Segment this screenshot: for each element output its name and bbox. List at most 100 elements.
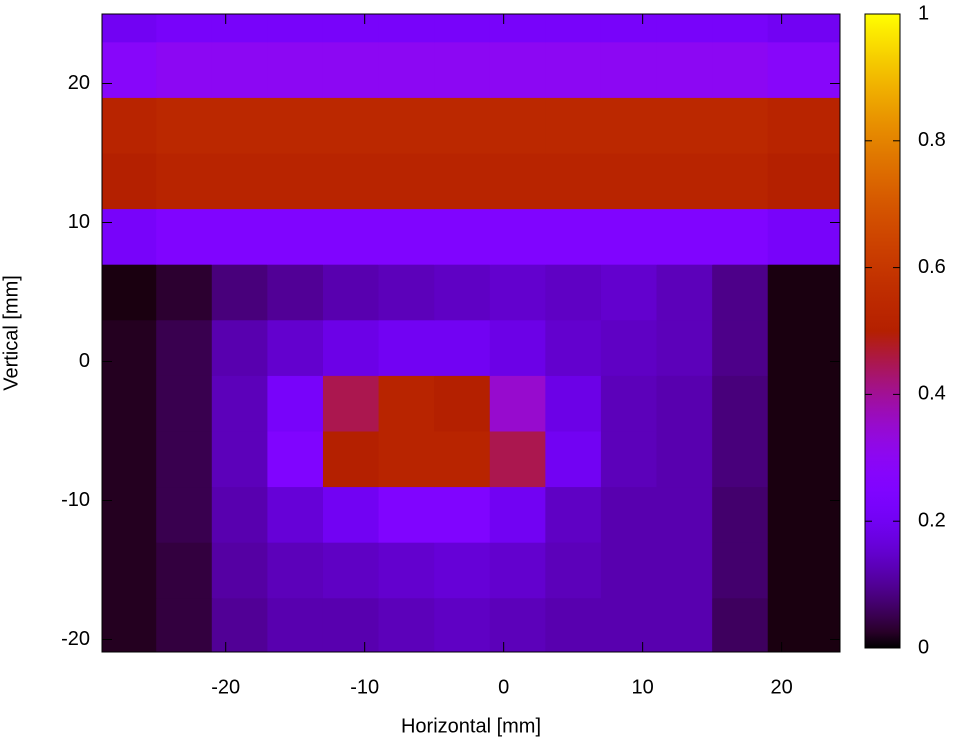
heat-cell [267,542,324,599]
heat-cell [656,375,713,432]
heat-cell [767,208,841,265]
heat-cell [102,375,157,432]
heat-cell [211,597,268,653]
heat-cell [656,208,713,265]
heat-cell [267,97,324,154]
heat-cell [267,486,324,543]
colorbar-tick-label: 1 [918,2,929,24]
heat-cell [656,264,713,321]
heat-cell [712,486,769,543]
heat-cell [712,97,769,154]
heat-cell [102,97,157,154]
heat-cell [489,542,546,599]
heat-cell [545,597,602,653]
heat-cell [267,208,324,265]
heat-cell [712,152,769,210]
heat-cell [600,14,658,43]
heat-cell [322,97,380,154]
colorbar-tick-label: 0.6 [918,256,946,278]
heat-cell [267,319,324,376]
heat-cell [767,319,841,376]
heat-cell [600,319,658,376]
heat-cell [434,152,491,210]
heat-cell [102,319,157,376]
heat-cell [102,430,157,488]
heat-cell [211,375,268,432]
heat-cell [102,208,157,265]
heat-cell [211,486,268,543]
heat-cell [156,430,213,488]
heat-cell [156,14,213,43]
heat-cell [545,430,602,488]
heat-cell [211,97,268,154]
heat-cell [211,542,268,599]
heat-cell [656,319,713,376]
heat-cell [102,264,157,321]
heat-cell [378,542,435,599]
heat-cell [102,41,157,98]
heat-cell [156,542,213,599]
heat-cell [712,319,769,376]
x-tick-label: 10 [632,676,654,698]
heat-cell [322,14,380,43]
heat-cell [656,597,713,653]
heat-cell [434,597,491,653]
heat-cell [322,264,380,321]
heat-cell [322,208,380,265]
heat-cell [489,486,546,543]
heat-cell [600,152,658,210]
heat-cell [712,597,769,653]
heat-cell [378,486,435,543]
heat-cell [156,375,213,432]
heat-cell [322,597,380,653]
heat-cell [322,375,380,432]
colorbar-tick-label: 0.2 [918,509,946,531]
heat-cell [545,41,602,98]
heat-cell [102,486,157,543]
heat-cell [211,264,268,321]
heat-cell [267,430,324,488]
heat-cell [712,264,769,321]
heat-cell [378,152,435,210]
heat-cell [322,152,380,210]
heat-cell [378,97,435,154]
heat-cell [600,208,658,265]
heat-cell [712,14,769,43]
heat-cell [102,14,157,43]
heat-cell [767,264,841,321]
heat-cell [211,14,268,43]
heat-cell [378,264,435,321]
heat-cell [211,430,268,488]
heat-cell [767,430,841,488]
heat-cell [434,264,491,321]
heat-cell [489,319,546,376]
heat-cell [767,375,841,432]
y-tick-label: 10 [68,211,90,233]
heat-cell [545,375,602,432]
heat-cell [434,14,491,43]
heat-cell [322,486,380,543]
heat-cell [712,208,769,265]
heat-cell [545,542,602,599]
heat-cell [767,542,841,599]
y-axis-label: Vertical [mm] [0,275,22,391]
heat-cell [489,375,546,432]
heat-cell [600,41,658,98]
heat-cell [767,97,841,154]
heat-cell [600,375,658,432]
colorbar-tick-label: 0.8 [918,129,946,151]
heat-cell [434,208,491,265]
heat-cell [489,97,546,154]
heat-cell [489,264,546,321]
heat-cell [656,14,713,43]
heat-cell [489,597,546,653]
heat-cell [600,542,658,599]
heat-cell [378,41,435,98]
x-tick-label: -20 [211,676,240,698]
heat-cell [267,14,324,43]
heat-cell [378,14,435,43]
heat-cell [211,152,268,210]
x-tick-label: 0 [498,676,509,698]
heat-cell [767,486,841,543]
heat-cell [600,430,658,488]
